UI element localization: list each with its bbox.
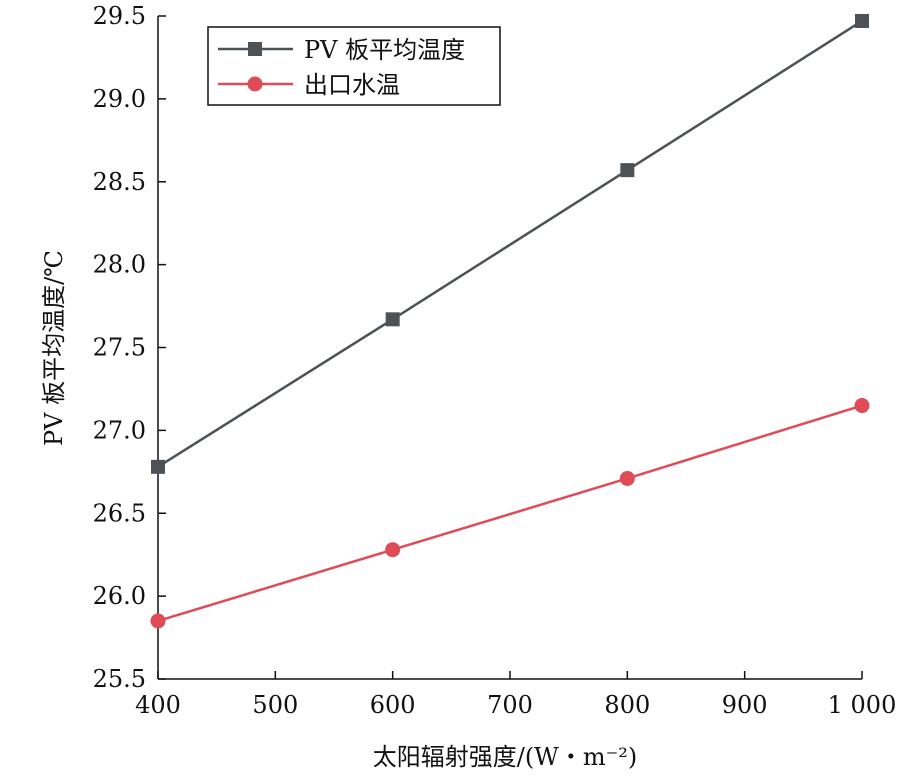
legend-box [207,26,501,106]
x-tick-label: 700 [487,691,533,719]
data-point [854,398,870,414]
data-point [150,613,166,629]
y-tick-label: 26.0 [93,582,146,610]
axes: 400 500 600 700 800 900 1 000 25.5 26.0 26.5 27.0 2… [93,2,897,719]
y-tick-label: 28.5 [93,168,146,196]
y-tick-label: 26.5 [93,499,146,527]
data-point [385,312,400,327]
data-point [151,459,165,474]
x-axis-title: 太阳辐射强度/(W・m⁻²) [373,743,638,771]
legend-label: 出口水温 [304,71,400,99]
y-tick-label: 27.0 [93,416,146,444]
legend-label: PV 板平均温度 [304,36,465,64]
legend-swatch-marker [247,76,263,92]
data-point [620,163,635,178]
series-2 [150,398,870,629]
y-tick-label: 25.5 [93,665,146,693]
legend-swatch-marker [248,42,262,56]
legend-item: PV 板平均温度 [218,36,465,64]
x-tick-label: 400 [135,691,181,719]
x-tick-label: 1 000 [828,691,897,719]
data-point [619,470,635,486]
series-layer [150,13,870,629]
series-1 [151,13,869,474]
legend-item: 出口水温 [218,71,400,99]
x-tick-label: 500 [252,691,298,719]
y-axis-title: PV 板平均温度/℃ [40,250,68,446]
x-tick-label: 600 [370,691,416,719]
y-tick-label: 29.5 [93,2,146,30]
data-point [385,542,401,558]
x-tick-label: 900 [722,691,768,719]
y-tick-label: 27.5 [93,334,146,362]
x-tick-label: 800 [604,691,650,719]
series-line [157,19,863,468]
y-tick-label: 29.0 [93,85,146,113]
y-tick-label: 28.0 [93,251,146,279]
data-point [855,13,869,28]
series-line [157,404,863,623]
